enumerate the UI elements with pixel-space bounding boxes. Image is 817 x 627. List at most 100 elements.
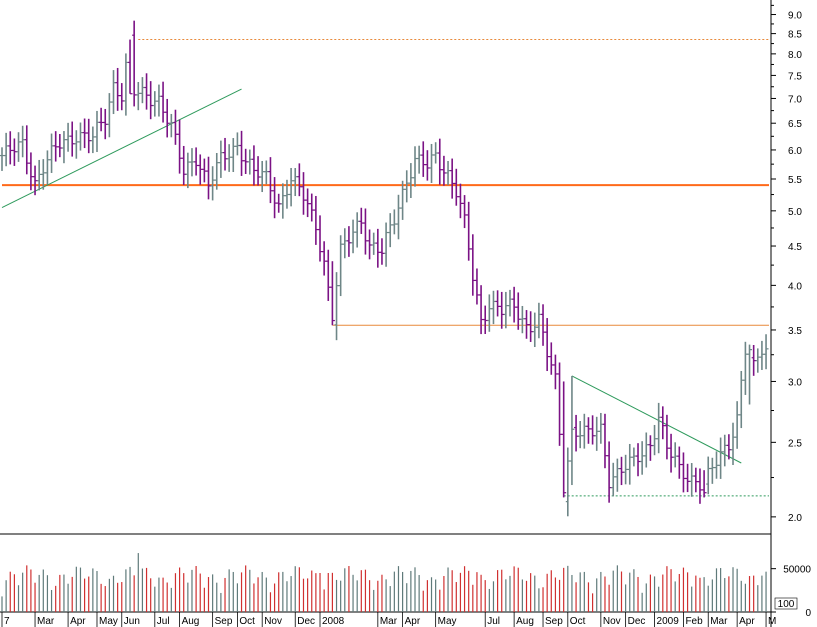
price-bar (545, 318, 550, 372)
price-bar (586, 417, 591, 444)
price-bar (41, 159, 46, 190)
x-tick-label: Nov (603, 616, 621, 627)
price-bar (305, 188, 311, 218)
price-bar (165, 98, 170, 138)
price-bar (400, 180, 406, 220)
x-tick-label: Oct (570, 616, 586, 627)
price-bar (528, 311, 534, 342)
x-tick-label: May (438, 616, 457, 627)
price-bar (152, 91, 158, 117)
price-bar (590, 415, 596, 445)
trend-line-4 (1, 88, 242, 208)
price-bar (20, 125, 26, 158)
price-bar (8, 131, 13, 165)
price-bar (239, 130, 245, 176)
x-tick-label: Dec (628, 616, 646, 627)
price-bar (450, 158, 455, 199)
price-bar (499, 291, 505, 329)
price-bar (507, 289, 513, 317)
price-bar (677, 446, 682, 479)
x-tick-label: 2009 (657, 616, 680, 627)
price-bar (512, 286, 517, 323)
price-bar (231, 138, 236, 173)
y-tick-label: 7.0 (788, 94, 802, 105)
price-bar (136, 82, 141, 111)
price-bar (169, 113, 174, 138)
price-bar (764, 334, 769, 370)
price-bar (417, 145, 422, 174)
y-tick-label: 5.0 (788, 207, 802, 218)
price-panel (0, 0, 772, 627)
price-bar (144, 73, 150, 110)
x-tick-label: Mar (380, 616, 398, 627)
price-bar (66, 122, 71, 152)
price-bar (619, 456, 624, 486)
price-bar (148, 81, 154, 120)
price-bar (330, 261, 335, 326)
x-tick-label: Apr (739, 616, 755, 627)
y-tick-label: 8.0 (788, 50, 802, 61)
price-bar (557, 362, 563, 446)
price-bar (669, 433, 674, 473)
price-bar (384, 222, 389, 267)
price-bar (656, 402, 662, 454)
price-bar (681, 452, 686, 493)
price-bar (388, 213, 393, 248)
price-bar (747, 344, 753, 405)
price-bar (235, 132, 240, 156)
price-bar (392, 209, 397, 235)
price-bar (247, 149, 253, 175)
price-bar (74, 130, 79, 159)
price-bar (115, 67, 121, 111)
price-bar (689, 463, 695, 497)
price-bar (623, 454, 629, 485)
price-bar (297, 163, 302, 197)
y-tick-label: 3.0 (788, 377, 802, 388)
price-bar (565, 447, 571, 517)
x-tick-label: Apr (70, 616, 86, 627)
price-bar (569, 375, 575, 486)
x-tick-label: Mar (37, 616, 55, 627)
price-bar (516, 292, 521, 330)
price-bar (722, 434, 728, 467)
price-bar (173, 109, 178, 145)
price-bar (103, 108, 108, 140)
price-bar (16, 132, 22, 162)
price-bar (479, 285, 484, 335)
price-bar (264, 160, 269, 185)
price-bar (627, 443, 633, 485)
price-bar (140, 77, 145, 104)
price-bars (0, 20, 769, 517)
price-bar (107, 93, 112, 138)
price-bar (61, 131, 67, 164)
y-tick-label: 8.5 (788, 30, 802, 41)
price-bar (425, 150, 430, 181)
price-bar (161, 81, 166, 123)
price-bar (553, 354, 558, 390)
volume-y-axis: 50000 0 100 (771, 565, 811, 619)
x-tick-label: Mar (710, 616, 728, 627)
volume-scale-badge-label: 100 (778, 599, 795, 610)
price-bar (379, 238, 385, 265)
price-bar (462, 195, 468, 229)
price-bar (487, 294, 492, 332)
y-tick-label: 5.5 (788, 175, 802, 186)
price-bar (611, 462, 616, 497)
price-bar (243, 148, 249, 175)
price-bar (673, 442, 678, 468)
price-bar (751, 344, 757, 376)
price-bar (251, 145, 257, 186)
x-tick-label: Feb (685, 616, 703, 627)
price-bar (185, 152, 191, 189)
price-bar (289, 167, 294, 207)
x-tick-label: 2008 (322, 616, 345, 627)
x-tick-label: Nov (264, 616, 282, 627)
price-bar (491, 290, 496, 325)
price-bar (326, 249, 331, 301)
price-bar (739, 370, 744, 429)
price-bar (313, 195, 319, 245)
price-bar (408, 163, 414, 199)
price-bar (0, 147, 5, 171)
price-bar (503, 291, 509, 329)
